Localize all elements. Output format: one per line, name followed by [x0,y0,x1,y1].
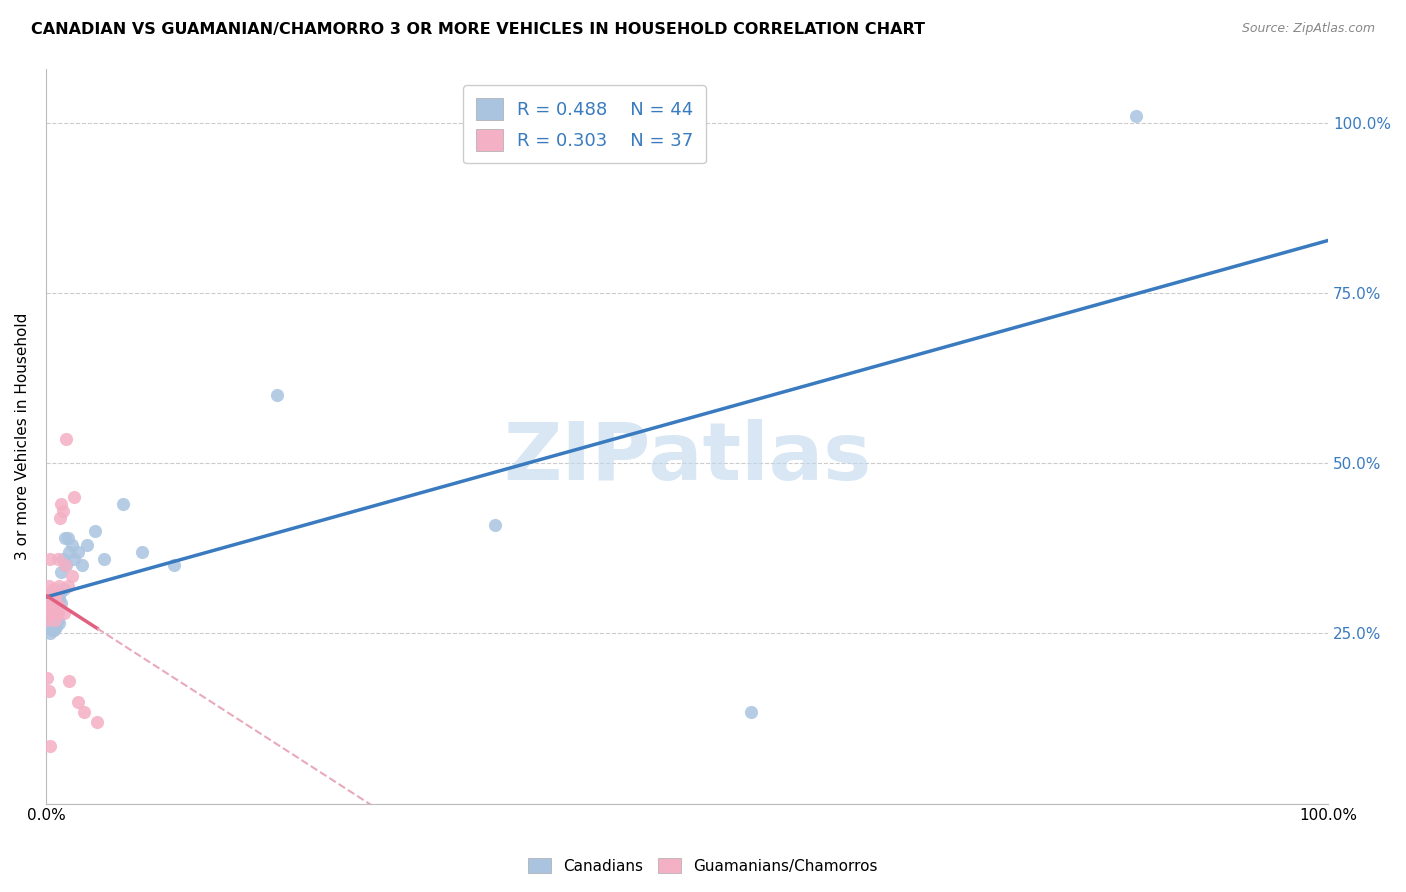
Point [52,606,75,620]
Point [52,582,75,597]
Point [41,592,63,607]
Point [60,538,83,552]
Point [42,582,65,597]
Point [53,531,76,545]
Point [55,433,77,447]
Point [38,609,60,624]
Y-axis label: 3 or more Vehicles in Household: 3 or more Vehicles in Household [15,312,30,560]
Point [38,684,60,698]
Point [44,606,66,620]
Point [44,592,66,607]
Point [42,599,65,614]
Point [46,613,69,627]
Point [48,592,70,607]
Point [131,545,153,559]
Point [37,599,59,614]
Point [39,592,62,607]
Point [45,599,67,614]
Point [48,616,70,631]
Point [52,504,75,518]
Point [45,602,67,616]
Point [48,599,70,614]
Point [63,551,86,566]
Point [44,613,66,627]
Point [58,545,80,559]
Point [41,606,63,620]
Point [41,585,63,599]
Point [86,714,108,729]
Text: Source: ZipAtlas.com: Source: ZipAtlas.com [1241,22,1375,36]
Point [38,579,60,593]
Point [53,558,76,573]
Point [38,739,60,753]
Point [38,626,60,640]
Point [484,517,506,532]
Point [45,585,67,599]
Point [266,388,288,402]
Point [38,616,60,631]
Point [39,606,62,620]
Point [38,606,60,620]
Legend: Canadians, Guamanians/Chamorros: Canadians, Guamanians/Chamorros [522,852,884,880]
Point [37,671,59,685]
Point [41,623,63,637]
Point [1125,109,1147,123]
Point [55,558,77,573]
Legend: R = 0.488    N = 44, R = 0.303    N = 37: R = 0.488 N = 44, R = 0.303 N = 37 [463,85,706,163]
Point [51,565,73,579]
Point [70,558,93,573]
Point [49,585,72,599]
Point [46,596,69,610]
Point [39,616,62,631]
Point [52,551,75,566]
Point [58,674,80,689]
Point [73,705,96,719]
Point [38,599,60,614]
Point [38,613,60,627]
Point [39,606,62,620]
Point [48,579,70,593]
Point [51,596,73,610]
Point [46,606,69,620]
Point [76,538,98,552]
Point [38,620,60,634]
Point [38,585,60,599]
Point [46,551,69,566]
Point [66,545,89,559]
Point [83,524,105,539]
Point [44,606,66,620]
Point [740,705,762,719]
Point [56,579,79,593]
Point [37,599,59,614]
Point [41,620,63,634]
Point [38,551,60,566]
Point [93,551,115,566]
Point [42,613,65,627]
Point [49,510,72,524]
Point [44,616,66,631]
Point [66,694,89,708]
Point [45,620,67,634]
Point [63,491,86,505]
Point [41,609,63,624]
Point [111,497,134,511]
Point [60,568,83,582]
Text: CANADIAN VS GUAMANIAN/CHAMORRO 3 OR MORE VEHICLES IN HOUSEHOLD CORRELATION CHART: CANADIAN VS GUAMANIAN/CHAMORRO 3 OR MORE… [31,22,925,37]
Text: ZIPatlas: ZIPatlas [503,419,872,497]
Point [38,596,60,610]
Point [163,558,186,573]
Point [42,623,65,637]
Point [51,497,73,511]
Point [56,531,79,545]
Point [37,613,59,627]
